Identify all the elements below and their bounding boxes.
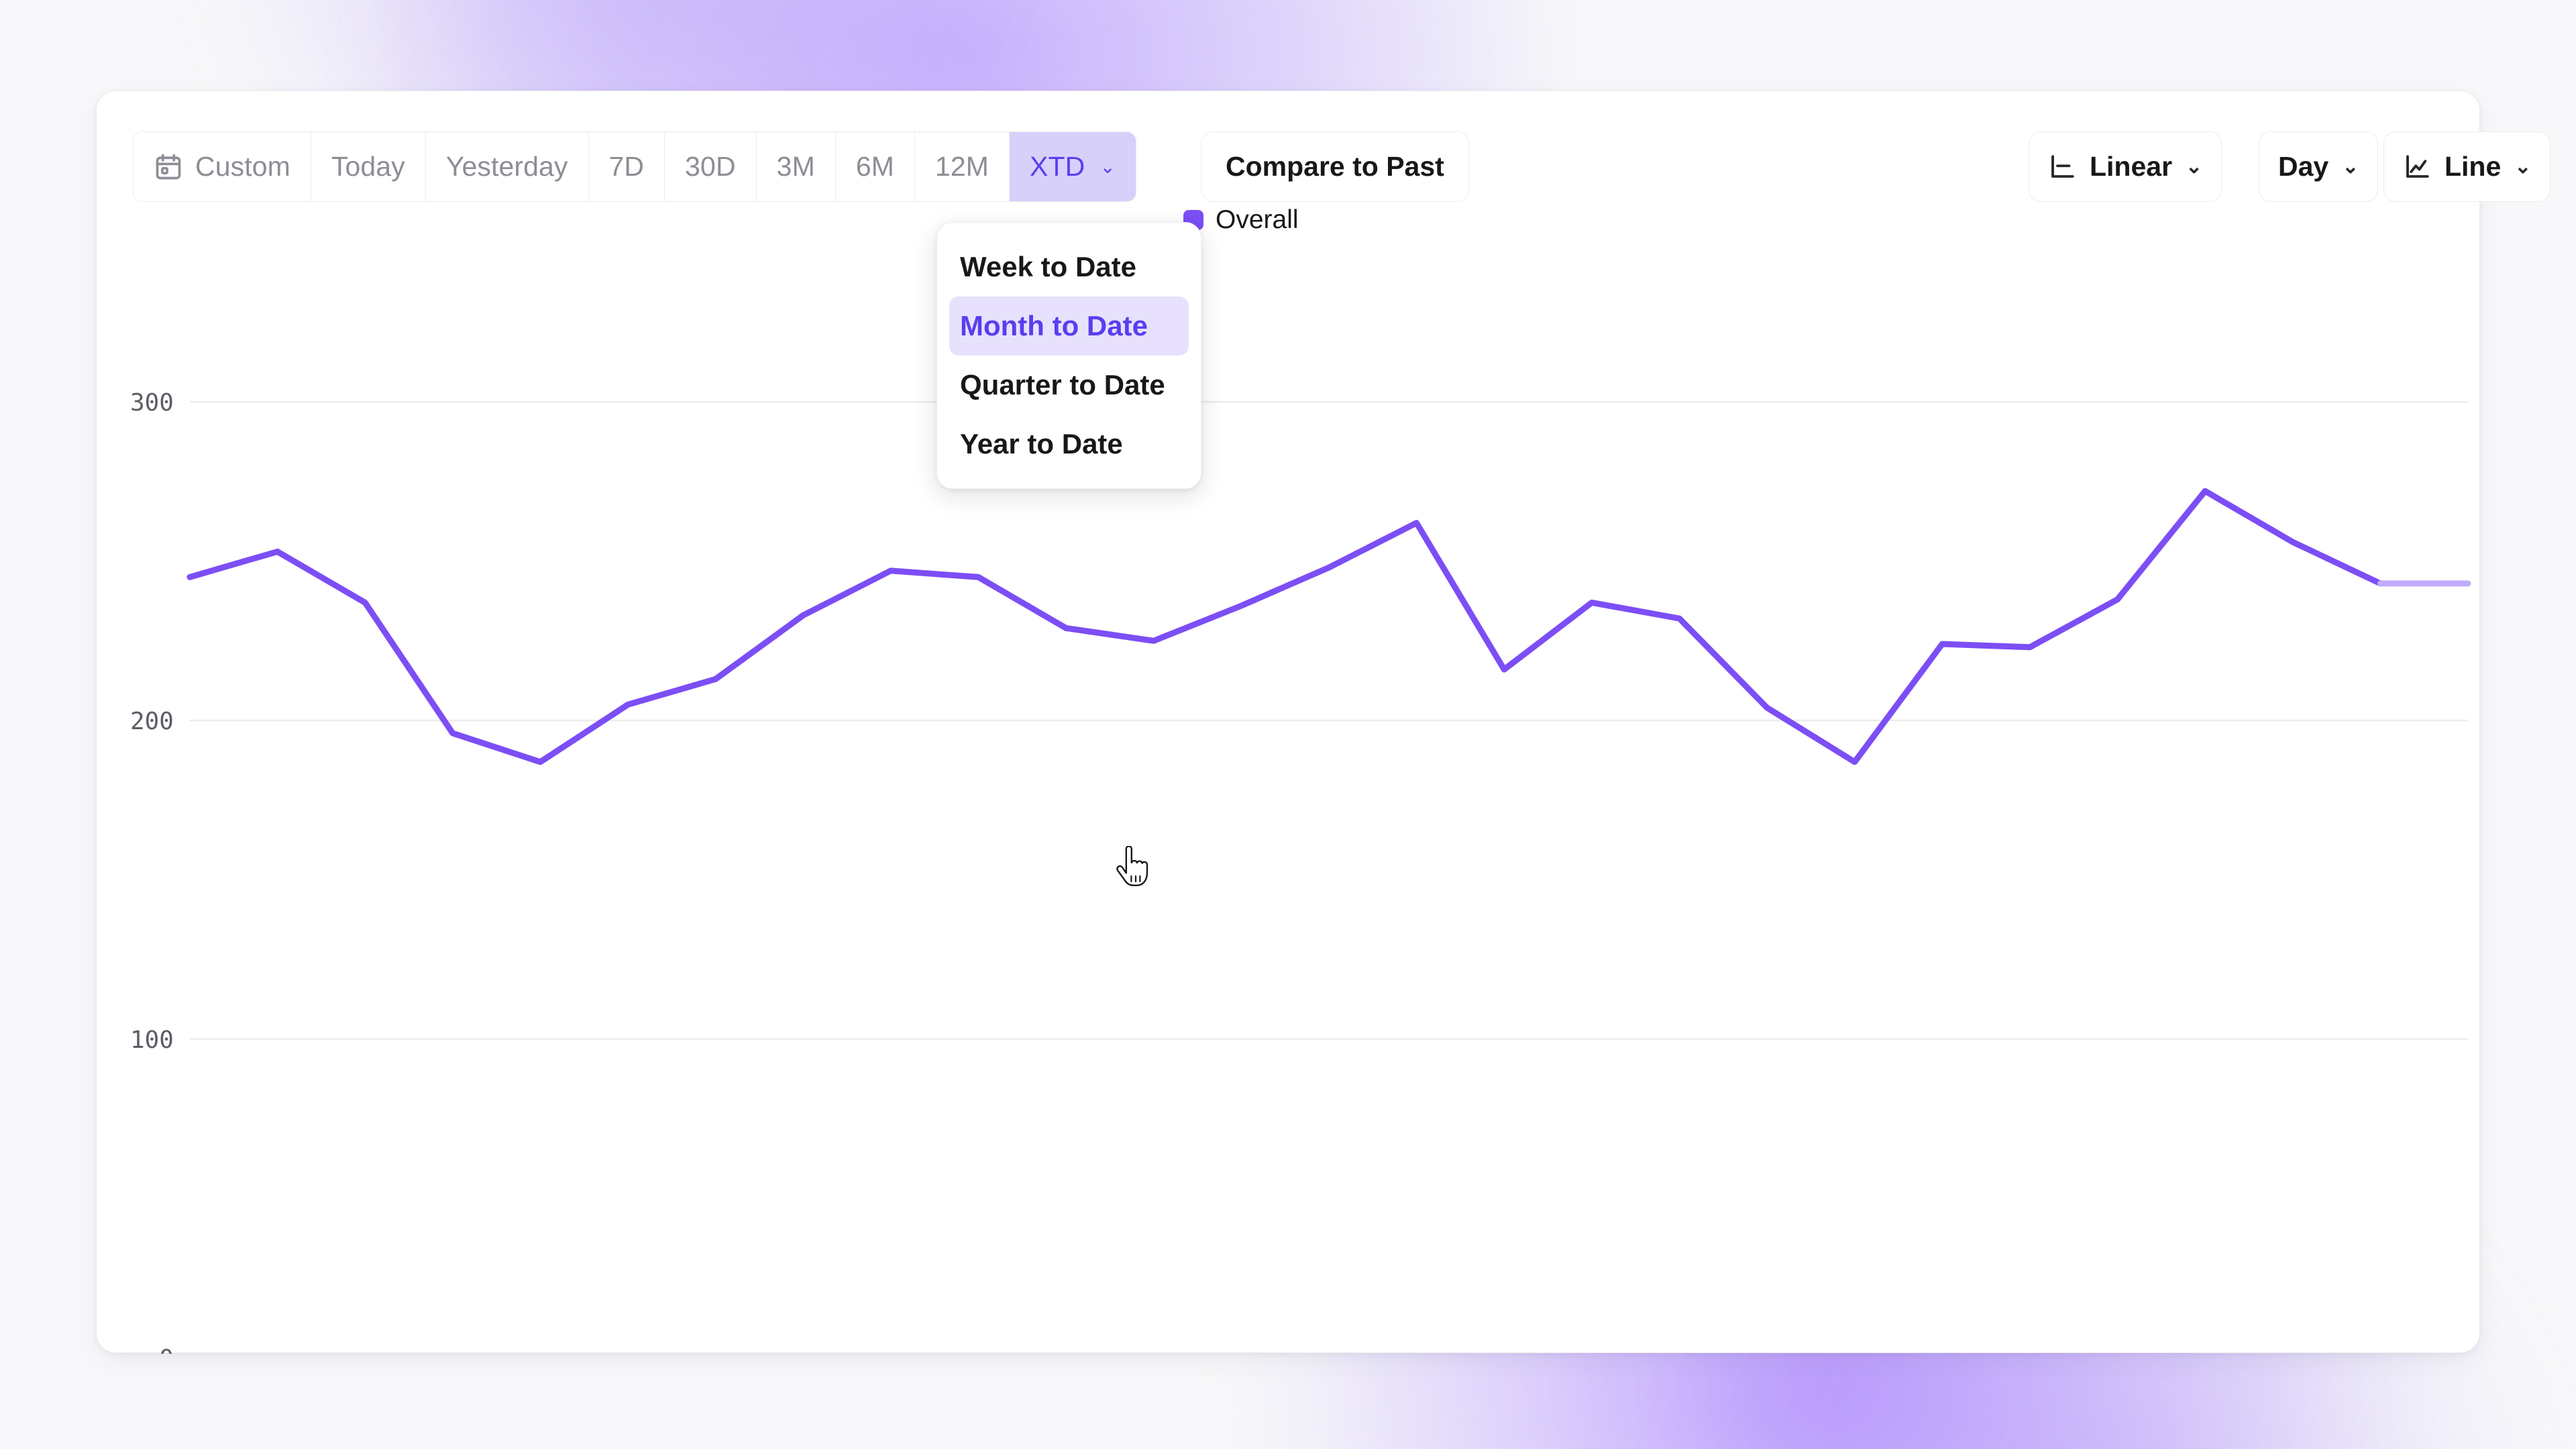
range-segment-label: 30D [685,151,736,182]
range-menu-item-label: Month to Date [960,310,1148,341]
date-range-segmented-control[interactable]: Custom Today Yesterday 7D 30D 3M 6M 12M XTD ⌄ [133,131,1136,202]
range-segment-label: 7D [608,151,645,182]
calendar-icon [154,152,183,182]
range-segment-custom[interactable]: Custom [133,132,311,201]
range-menu-item-quarter-to-date[interactable]: Quarter to Date [949,356,1189,415]
legend-series-label: Overall [1216,205,1299,234]
line-chart-icon [2403,153,2431,181]
range-segment-30d[interactable]: 30D [665,132,757,201]
line-chart-svg: 0100200300Jan 1Jan 2Jan 3Jan 4Jan 5Jan 6… [130,389,2471,1354]
range-menu-item-week-to-date[interactable]: Week to Date [949,237,1189,297]
range-segment-3m[interactable]: 3M [757,132,836,201]
granularity-label: Day [2278,151,2329,182]
range-menu-item-label: Week to Date [960,251,1136,282]
scale-selector[interactable]: Linear ⌄ [2029,131,2222,202]
chart-plot-area: 0100200300Jan 1Jan 2Jan 3Jan 4Jan 5Jan 6… [97,205,2479,1354]
chevron-down-icon: ⌄ [2186,156,2203,178]
range-segment-label: Today [331,151,405,182]
scale-label: Linear [2090,151,2173,182]
series-line-overall [186,488,2383,765]
range-segment-xtd[interactable]: XTD ⌄ [1010,132,1136,201]
chart-card: Custom Today Yesterday 7D 30D 3M 6M 12M XTD ⌄ Com… [96,91,2551,1354]
chart-legend: Overall [1183,205,1299,235]
y-axis-tick-label: 100 [130,1026,174,1054]
range-segment-yesterday[interactable]: Yesterday [426,132,589,201]
chart-type-selector[interactable]: Line ⌄ [2383,131,2551,202]
linear-scale-icon [2048,153,2076,181]
range-segment-label: XTD [1030,151,1085,182]
range-segment-label: Yesterday [445,151,568,182]
range-segment-label: 12M [934,151,989,182]
date-range-dropdown-menu[interactable]: Week to Date Month to Date Quarter to Date… [936,222,1201,489]
compare-to-past-label: Compare to Past [1226,151,1444,182]
range-menu-item-month-to-date[interactable]: Month to Date [949,297,1189,356]
chart-type-label: Line [2445,151,2502,182]
range-segment-label: 6M [855,151,894,182]
range-segment-7d[interactable]: 7D [589,132,665,201]
range-segment-label: 3M [776,151,815,182]
chevron-down-icon: ⌄ [2342,156,2359,178]
y-axis-tick-label: 300 [130,389,174,417]
range-menu-item-year-to-date[interactable]: Year to Date [949,415,1189,474]
y-axis-tick-label: 200 [130,708,174,735]
range-menu-item-label: Quarter to Date [960,369,1165,400]
chevron-down-icon: ⌄ [2514,156,2532,178]
y-axis-tick-label: 0 [159,1345,174,1354]
chevron-down-icon: ⌄ [1099,156,1116,177]
range-segment-today[interactable]: Today [311,132,426,201]
mouse-cursor-pointer [1116,846,1148,886]
range-menu-item-label: Year to Date [960,428,1123,460]
range-segment-6m[interactable]: 6M [836,132,915,201]
compare-to-past-button[interactable]: Compare to Past [1201,131,1469,202]
chart-toolbar: Custom Today Yesterday 7D 30D 3M 6M 12M XTD ⌄ Com… [97,91,2551,205]
range-segment-label: Custom [195,151,290,182]
range-segment-12m[interactable]: 12M [915,132,1010,201]
granularity-selector[interactable]: Day ⌄ [2259,131,2379,202]
